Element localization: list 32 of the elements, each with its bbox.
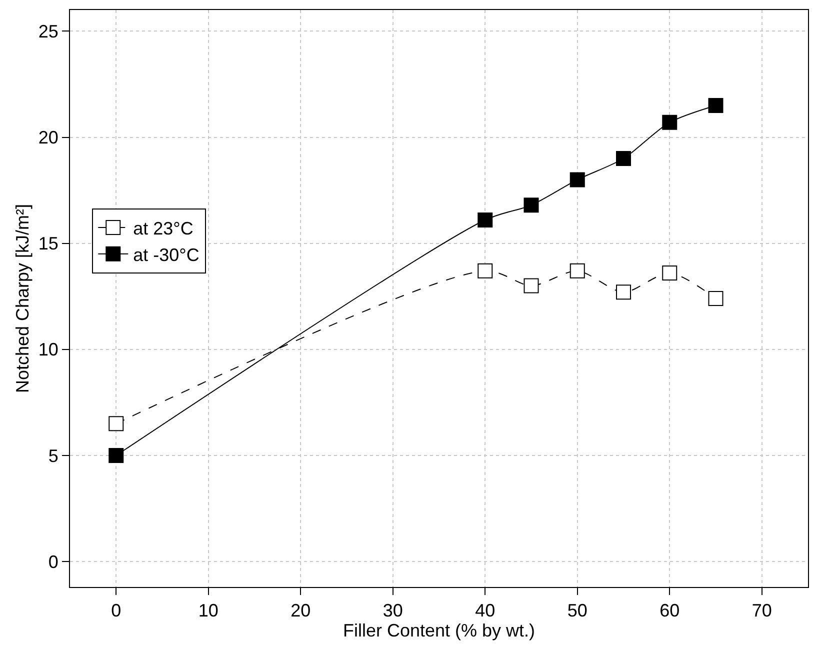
point — [478, 212, 493, 228]
y-tick-label: 0 — [48, 552, 58, 572]
y-tick-label: 25 — [38, 22, 58, 42]
point — [616, 150, 631, 166]
point — [662, 114, 678, 130]
x-tick-label: 0 — [111, 600, 122, 621]
legend-label: at 23°C — [133, 218, 194, 239]
x-tick-label: 40 — [475, 600, 496, 621]
point — [108, 448, 124, 463]
point — [524, 278, 539, 294]
x-axis-title: Filler Content (% by wt.) — [342, 620, 536, 641]
y-tick-label: 20 — [38, 128, 58, 148]
x-tick-label: 20 — [290, 600, 311, 621]
point — [108, 416, 124, 432]
point — [524, 198, 539, 213]
point — [570, 172, 585, 188]
point — [570, 263, 585, 278]
x-tick-label: 50 — [567, 600, 588, 621]
legend-label: at -30°C — [133, 244, 200, 265]
y-axis-title: Notched Charpy [kJ/m²] — [12, 204, 33, 394]
x-tick-label: 10 — [198, 600, 218, 621]
point — [616, 284, 631, 300]
y-tick-label: 15 — [38, 234, 58, 254]
point — [708, 291, 724, 306]
point — [478, 263, 493, 278]
y-tick-label: 5 — [48, 446, 58, 466]
point — [708, 98, 724, 113]
x-tick-label: 70 — [752, 600, 772, 621]
x-tick-label: 30 — [382, 600, 403, 621]
y-tick-label: 10 — [38, 340, 58, 360]
x-tick-label: 60 — [660, 600, 680, 621]
point — [662, 266, 678, 281]
